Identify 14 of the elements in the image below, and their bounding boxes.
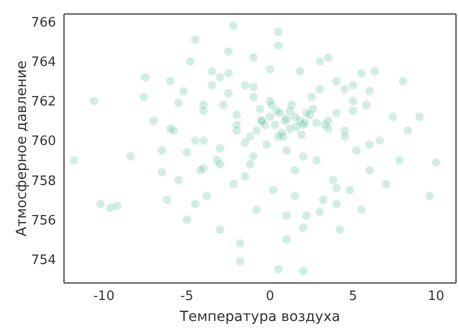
y-tick-label: 760 [31,134,56,150]
y-tick-label: 758 [31,174,56,189]
y-tick-label: 766 [31,16,56,31]
x-tick-label: -5 [180,289,194,304]
x-tick-label: 5 [348,289,358,304]
y-tick-label: 754 [31,252,56,268]
y-tick-label: 762 [31,94,56,110]
y-tick-label: 756 [31,213,56,228]
x-tick-label: 10 [428,289,444,304]
y-axis-title: Атмосферное давление [14,60,30,236]
x-tick-label: -10 [93,289,114,304]
x-axis-title: Температура воздуха [178,309,340,325]
x-tick-label: 0 [266,289,274,304]
y-tick-label: 764 [31,55,56,70]
